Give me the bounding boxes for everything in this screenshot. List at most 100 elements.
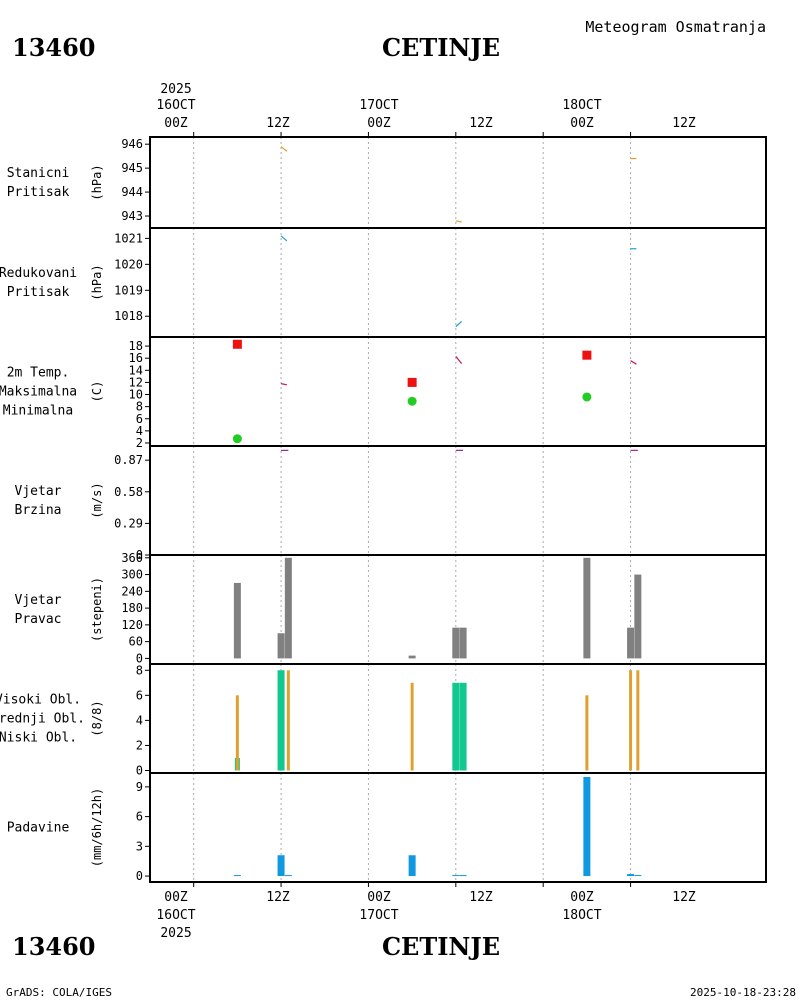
bottom-hour-label: 00Z (367, 890, 391, 905)
panels: 943944945946(hPa)StanicniPritisak1018101… (0, 132, 767, 887)
bar-vjetar-pravac (408, 655, 416, 659)
station-name-bottom: CETINJE (382, 932, 500, 961)
bar-vjetar-pravac (233, 582, 241, 659)
y-tick-label: 60 (129, 635, 143, 649)
bar-padavine (233, 875, 241, 877)
credit-label: GrADS: COLA/IGES (6, 986, 112, 999)
bottom-hour-label: 00Z (164, 890, 188, 905)
bar-padavine (452, 875, 460, 877)
panel-label: Srednji Obl. (0, 712, 85, 727)
y-tick-label: 1018 (114, 309, 143, 323)
bar-vjetar-pravac (284, 557, 292, 659)
y-tick-label: 0 (136, 548, 143, 562)
min-temp-marker (232, 434, 242, 444)
footer-timestamp: 2025-10-18-23:28 (690, 986, 796, 999)
y-tick-label: 12 (129, 375, 143, 389)
bar-oblacnost (452, 682, 460, 771)
y-tick-label: 0 (136, 763, 143, 777)
panel-frame (149, 772, 767, 883)
bar-oblacnost (629, 670, 633, 771)
y-tick-label: 9 (136, 780, 143, 794)
bottom-date-label: 17OCT (359, 908, 398, 923)
bar-vjetar-pravac (583, 557, 591, 659)
bottom-hour-label: 12Z (266, 890, 290, 905)
panel-frame (149, 227, 767, 338)
y-tick-label: 16 (129, 351, 143, 365)
panel-oblacnost: 0 2 4 6 8 (8/8) Visoki Obl. Srednji Obl. Niski O… (0, 663, 767, 777)
max-temp-marker (232, 339, 242, 349)
series-line-stanicni-pritisak (280, 146, 288, 152)
y-tick-label: 0.58 (114, 485, 143, 499)
top-time-axis: 2025 16OCT 17OCT 18OCT 00Z 12Z 00Z 12Z 0… (156, 82, 695, 131)
top-hour-label: 00Z (164, 116, 188, 131)
bottom-hour-label: 00Z (570, 890, 594, 905)
y-axis-label: (stepeni) (90, 577, 104, 642)
panel-label: Minimalna (3, 404, 73, 419)
panel-label: 2m Temp. (7, 366, 70, 381)
panel-label: Redukovani (0, 266, 77, 281)
y-tick-label: 300 (121, 568, 143, 582)
bar-vjetar-pravac (452, 627, 460, 659)
bar-oblacnost (636, 670, 640, 771)
y-tick-label: 1020 (114, 257, 143, 271)
y-tick-label: 944 (121, 185, 143, 199)
top-hour-label: 00Z (367, 116, 391, 131)
bar-vjetar-pravac (459, 627, 467, 659)
panel-label: Pritisak (7, 185, 70, 200)
bottom-year-label: 2025 (160, 926, 191, 941)
series-line-temperatura (630, 360, 637, 365)
y-axis-label: (hPa) (90, 264, 104, 300)
bar-oblacnost (235, 695, 239, 771)
panel-label: Stanicni (7, 166, 70, 181)
panel-redukovani-pritisak: 1018 1019 1020 1021 (hPa) Redukovani Pritisak (0, 227, 767, 338)
y-tick-label: 6 (136, 412, 143, 426)
bar-padavine (627, 874, 635, 877)
panel-stanicni-pritisak: 943 944 945 946 (hPa) Stanicni Pritisak (7, 136, 767, 229)
top-hour-label: 12Z (469, 116, 493, 131)
station-id-top: 13460 (12, 33, 96, 62)
y-tick-label: 0.87 (114, 453, 143, 467)
y-tick-label: 14 (129, 363, 143, 377)
y-tick-label: 8 (136, 663, 143, 677)
bar-vjetar-pravac (634, 574, 642, 659)
series-line-temperatura (455, 356, 463, 365)
bar-padavine (408, 855, 416, 877)
max-temp-marker (582, 350, 592, 360)
min-temp-marker (582, 392, 592, 402)
bar-padavine (284, 875, 292, 877)
station-name-top: CETINJE (382, 33, 500, 62)
bar-oblacnost (277, 670, 285, 771)
top-year-label: 2025 (160, 82, 191, 97)
y-tick-label: 0.29 (114, 516, 143, 530)
panel-vjetar-brzina: 0 0.29 0.58 0.87 (m/s) Vjetar Brzina (15, 445, 767, 562)
min-temp-marker (407, 396, 417, 406)
bar-vjetar-pravac (627, 627, 635, 659)
product-title: Meteogram Osmatranja (585, 18, 766, 36)
bar-oblacnost (286, 670, 290, 771)
top-hour-label: 00Z (570, 116, 594, 131)
y-tick-label: 1019 (114, 283, 143, 297)
top-hour-label: 12Z (266, 116, 290, 131)
y-axis-label: (m/s) (90, 482, 104, 518)
panel-frame (149, 445, 767, 556)
y-axis-label: (8/8) (90, 700, 104, 736)
y-tick-label: 2 (136, 436, 143, 450)
top-date-label: 18OCT (562, 98, 601, 113)
y-tick-label: 943 (121, 209, 143, 223)
top-date-label: 16OCT (156, 98, 195, 113)
panel-padavine: 0 3 6 9 (mm/6h/12h) Padavine (7, 772, 767, 883)
bar-padavine (277, 855, 285, 877)
y-tick-label: 4 (136, 424, 143, 438)
series-line-temperatura (280, 383, 288, 386)
y-tick-label: 6 (136, 688, 143, 702)
bar-padavine (634, 875, 642, 877)
y-axis-label: (hPa) (90, 164, 104, 200)
bar-oblacnost (410, 682, 414, 771)
y-tick-label: 2 (136, 738, 143, 752)
y-tick-label: 0 (136, 869, 143, 883)
panel-label: Vjetar (15, 484, 62, 499)
station-id-bottom: 13460 (12, 932, 96, 961)
y-tick-label: 10 (129, 388, 143, 402)
